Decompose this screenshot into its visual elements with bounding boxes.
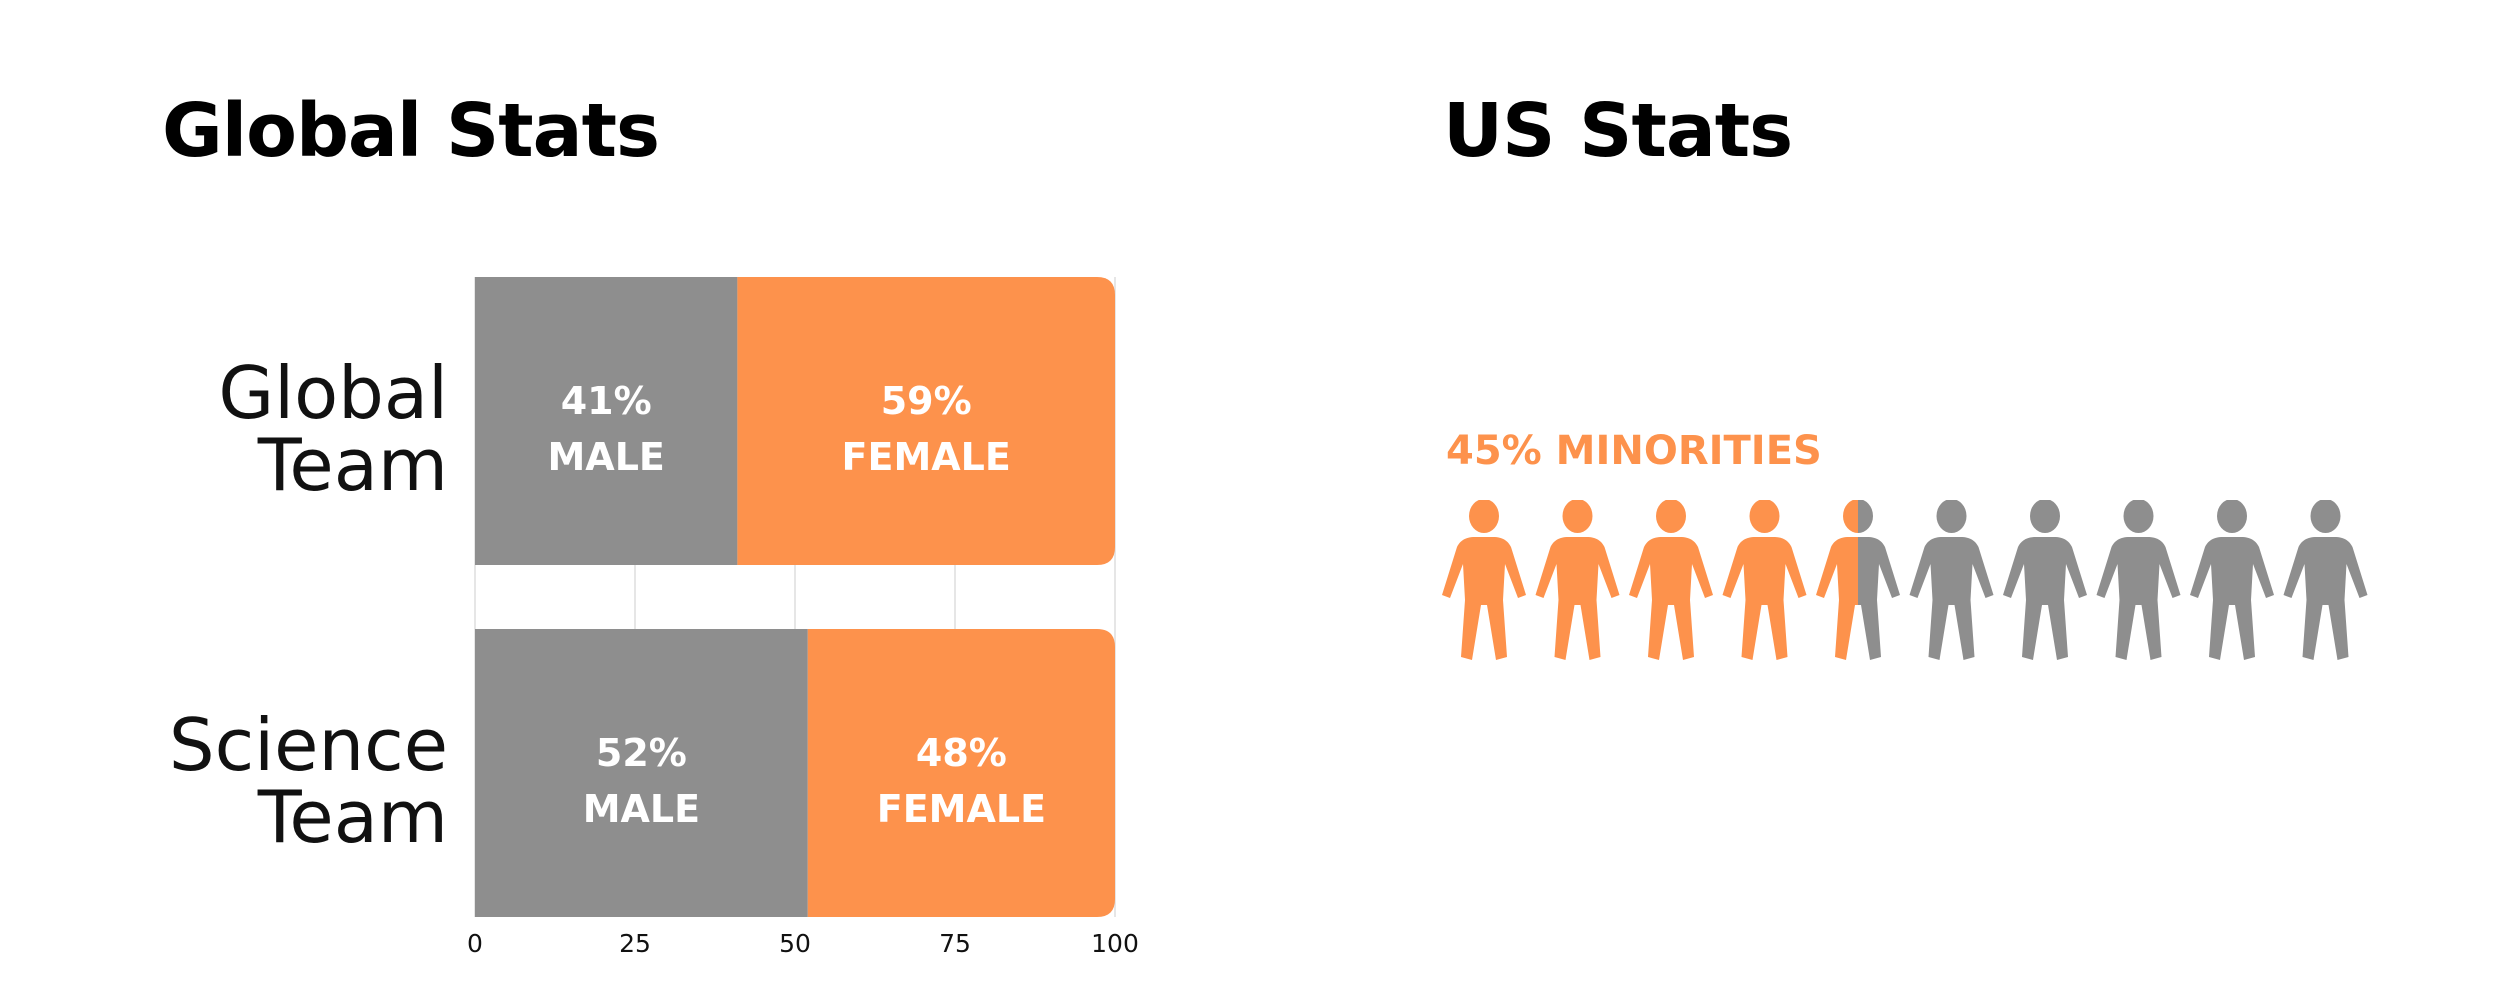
person-body (1722, 537, 1807, 660)
person-head (1749, 500, 1780, 533)
bar-global-team-female (737, 277, 1115, 565)
person-icon-6 (1909, 500, 1994, 660)
person-body (1909, 537, 1994, 660)
person-icon-4 (1722, 500, 1807, 660)
person-head (2123, 500, 2154, 533)
x-tick-label-0: 0 (467, 929, 483, 958)
person-body (1535, 537, 1620, 660)
minorities-label: 45% MINORITIES (1446, 428, 1822, 474)
person-icon-8 (2096, 500, 2181, 660)
person-head (1656, 500, 1686, 533)
bar-label-global-team-male-percent: 41% (561, 379, 652, 423)
person-body (1442, 537, 1526, 660)
person-head (2217, 500, 2247, 533)
category-label-science-team-line-2: Team (257, 775, 448, 859)
person-head (2030, 500, 2060, 533)
category-label-global-team-line-1: Global (218, 351, 448, 435)
bar-label-science-team-male-percent: 52% (596, 731, 687, 775)
person-icon-10 (2283, 500, 2368, 660)
category-label-global-team-line-2: Team (257, 423, 448, 507)
x-tick-label-75: 75 (939, 929, 971, 958)
x-tick-label-100: 100 (1091, 929, 1139, 958)
bar-global-team-male (475, 277, 738, 565)
person-head (1936, 500, 1967, 533)
gender-bar-chart: 41%MALE59%FEMALEGlobalTeam52%MALE48%FEMA… (169, 277, 1139, 958)
person-icon-5 (1816, 500, 1900, 660)
person-icon-2 (1535, 500, 1620, 660)
person-body (1816, 537, 1900, 660)
bar-label-global-team-male-name: MALE (547, 435, 664, 479)
person-icon-1 (1442, 500, 1526, 660)
person-icon-9 (2190, 500, 2274, 660)
person-head (2310, 500, 2341, 533)
person-head (1562, 500, 1593, 533)
bar-label-global-team-female-percent: 59% (881, 379, 972, 423)
us-stats-title: US Stats (1443, 88, 1793, 174)
bar-science-team-male (475, 629, 808, 917)
person-body (1629, 537, 1713, 660)
minorities-pictogram (1442, 500, 2368, 660)
person-body (2003, 537, 2087, 660)
person-body (2096, 537, 2181, 660)
person-body (2190, 537, 2274, 660)
bar-label-science-team-male-name: MALE (583, 787, 700, 831)
person-head (1843, 500, 1873, 533)
person-head (1469, 500, 1499, 533)
person-icon-3 (1629, 500, 1713, 660)
bar-label-science-team-female-percent: 48% (916, 731, 1007, 775)
x-tick-label-50: 50 (779, 929, 811, 958)
bar-science-team-female (807, 629, 1115, 917)
bar-label-science-team-female-name: FEMALE (877, 787, 1046, 831)
person-icon-7 (2003, 500, 2087, 660)
x-tick-label-25: 25 (619, 929, 651, 958)
category-label-science-team-line-1: Science (169, 703, 448, 787)
global-stats-title: Global Stats (162, 88, 660, 174)
bar-label-global-team-female-name: FEMALE (842, 435, 1011, 479)
person-body (2283, 537, 2368, 660)
